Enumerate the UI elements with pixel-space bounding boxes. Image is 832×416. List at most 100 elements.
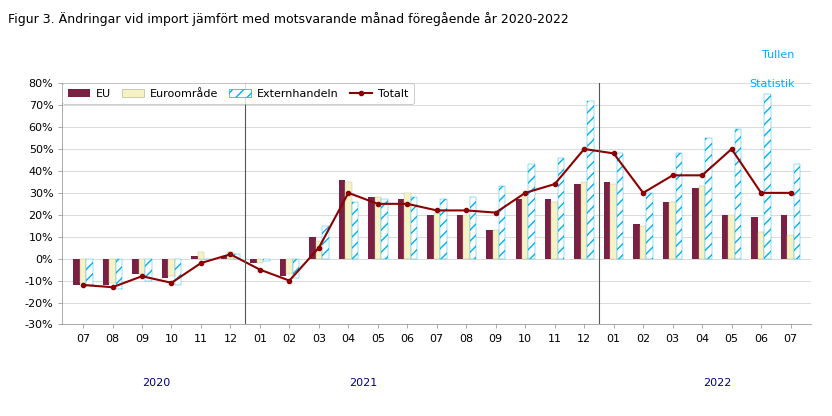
Bar: [132, 259, 139, 274]
Line: Totalt: Totalt: [81, 147, 793, 289]
Text: Tullen: Tullen: [762, 50, 795, 60]
Bar: [463, 215, 469, 259]
Bar: [692, 188, 699, 259]
Bar: [433, 213, 440, 259]
Totalt: [432, 208, 442, 213]
Bar: [735, 129, 741, 259]
Text: 2020: 2020: [142, 378, 171, 388]
Bar: [103, 259, 109, 285]
Totalt: [756, 191, 766, 196]
Bar: [87, 259, 92, 285]
Bar: [250, 259, 257, 263]
Bar: [486, 230, 493, 259]
Bar: [676, 154, 682, 259]
Bar: [410, 197, 417, 259]
Totalt: [609, 151, 619, 156]
Bar: [545, 199, 552, 259]
Legend: EU, Euroområde, Externhandeln, Totalt: EU, Euroområde, Externhandeln, Totalt: [62, 83, 414, 104]
Bar: [765, 94, 770, 259]
Bar: [257, 259, 263, 263]
Bar: [787, 235, 794, 259]
Bar: [339, 180, 345, 259]
Totalt: [107, 285, 117, 290]
Bar: [293, 259, 300, 278]
Totalt: [697, 173, 707, 178]
Bar: [286, 259, 293, 274]
Bar: [493, 230, 499, 259]
Bar: [781, 215, 787, 259]
Bar: [706, 138, 712, 259]
Bar: [469, 197, 476, 259]
Bar: [80, 259, 87, 283]
Bar: [315, 241, 322, 259]
Bar: [794, 164, 800, 259]
Totalt: [137, 274, 147, 279]
Text: 2022: 2022: [703, 378, 731, 388]
Totalt: [461, 208, 471, 213]
Bar: [640, 226, 646, 259]
Bar: [345, 182, 352, 259]
Bar: [457, 215, 463, 259]
Totalt: [314, 245, 324, 250]
Bar: [722, 215, 728, 259]
Totalt: [520, 191, 530, 196]
Bar: [398, 199, 404, 259]
Bar: [198, 252, 204, 259]
Bar: [146, 259, 151, 281]
Bar: [191, 257, 198, 259]
Bar: [617, 154, 623, 259]
Bar: [758, 233, 765, 259]
Bar: [646, 193, 653, 259]
Bar: [581, 182, 587, 259]
Bar: [552, 202, 558, 259]
Totalt: [78, 282, 88, 287]
Bar: [116, 259, 122, 290]
Bar: [751, 217, 758, 259]
Bar: [263, 259, 270, 261]
Totalt: [403, 201, 413, 206]
Totalt: [550, 182, 560, 187]
Totalt: [344, 191, 354, 196]
Text: Statistik: Statistik: [749, 79, 795, 89]
Totalt: [373, 201, 383, 206]
Bar: [699, 186, 706, 259]
Totalt: [667, 173, 677, 178]
Bar: [175, 259, 181, 285]
Bar: [139, 259, 146, 274]
Bar: [404, 193, 410, 259]
Bar: [528, 164, 535, 259]
Totalt: [491, 210, 501, 215]
Text: Figur 3. Ändringar vid import jämfört med motsvarande månad föregående år 2020-2: Figur 3. Ändringar vid import jämfört me…: [8, 12, 569, 27]
Bar: [352, 202, 358, 259]
Bar: [280, 259, 286, 276]
Bar: [368, 197, 374, 259]
Bar: [499, 186, 506, 259]
Totalt: [196, 260, 206, 265]
Bar: [558, 158, 564, 259]
Bar: [168, 259, 175, 276]
Bar: [234, 254, 240, 259]
Bar: [310, 237, 315, 259]
Bar: [220, 257, 227, 259]
Bar: [381, 199, 388, 259]
Bar: [670, 202, 676, 259]
Bar: [109, 259, 116, 283]
Totalt: [579, 146, 589, 151]
Totalt: [638, 191, 648, 196]
Totalt: [166, 280, 176, 285]
Bar: [516, 199, 522, 259]
Bar: [227, 252, 234, 259]
Totalt: [225, 252, 235, 257]
Bar: [322, 226, 329, 259]
Bar: [728, 215, 735, 259]
Bar: [611, 184, 617, 259]
Bar: [522, 197, 528, 259]
Bar: [440, 199, 447, 259]
Totalt: [785, 191, 795, 196]
Bar: [374, 197, 381, 259]
Bar: [574, 184, 581, 259]
Text: 2021: 2021: [349, 378, 377, 388]
Bar: [604, 182, 611, 259]
Bar: [633, 223, 640, 259]
Bar: [73, 259, 80, 285]
